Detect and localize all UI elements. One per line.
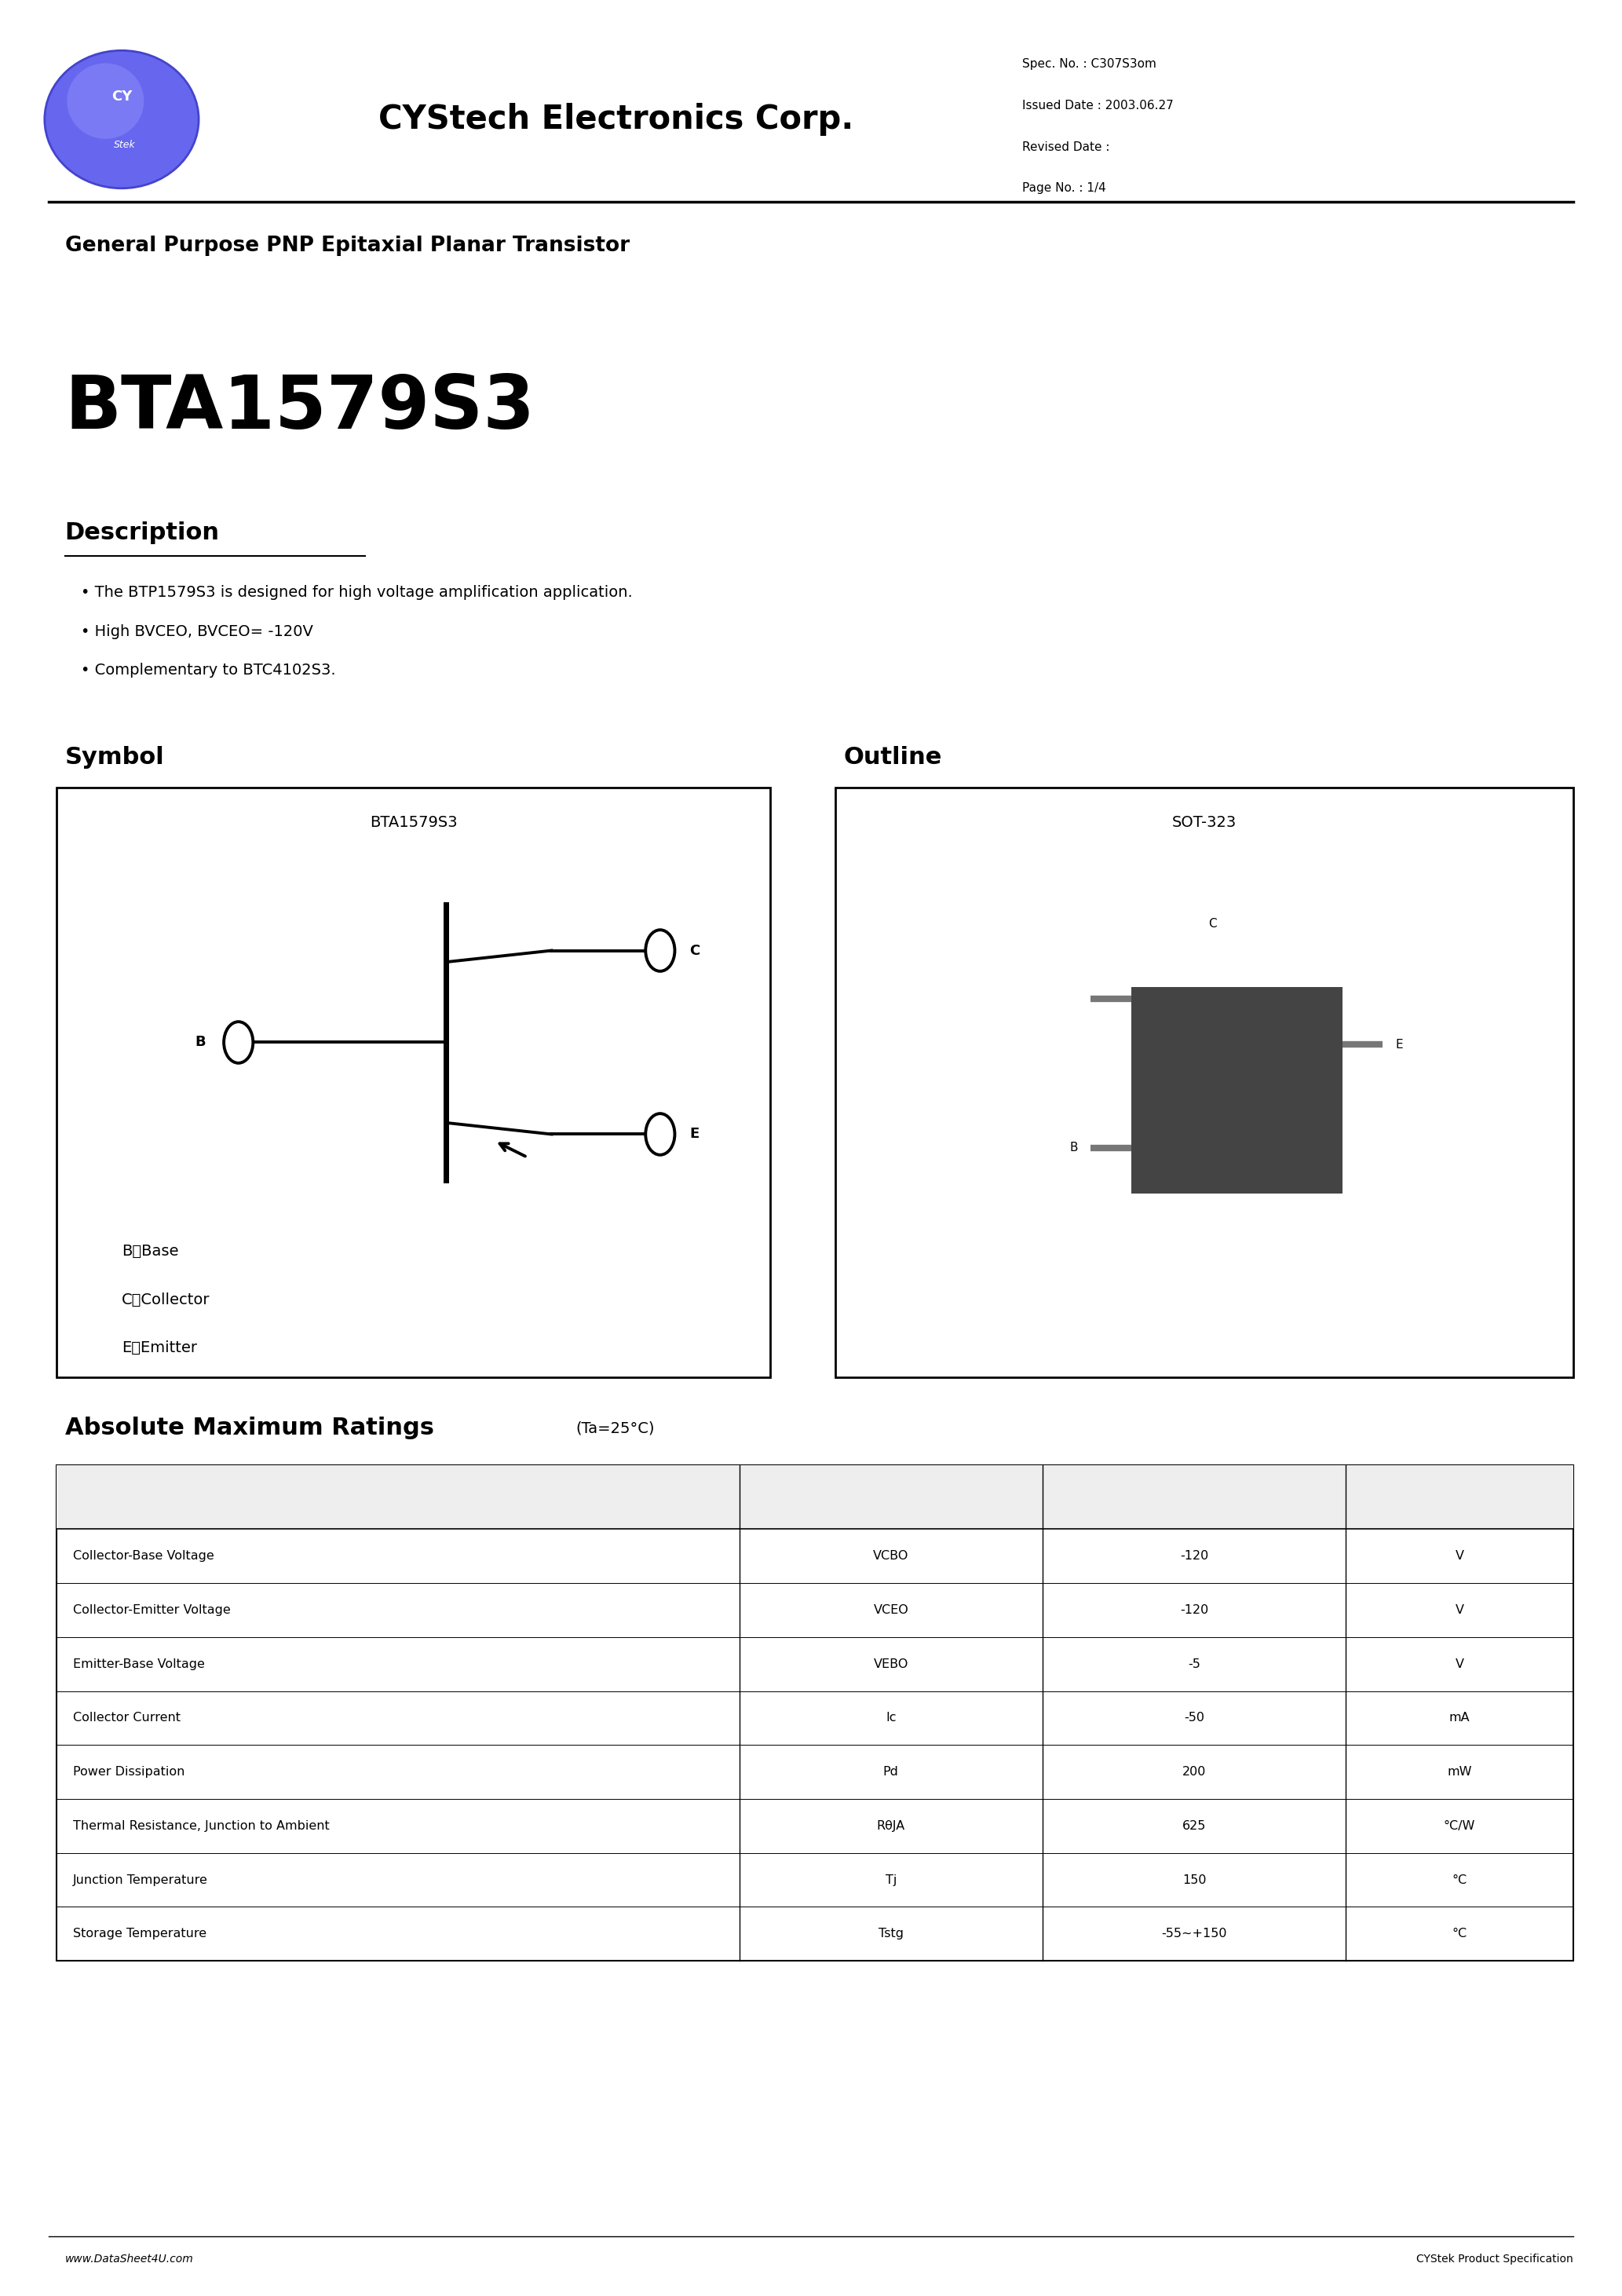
Text: -5: -5 — [1187, 1658, 1200, 1669]
Text: °C/W: °C/W — [1444, 1821, 1476, 1832]
Text: BTA1579S3: BTA1579S3 — [370, 815, 457, 829]
Text: Issued Date : 2003.06.27: Issued Date : 2003.06.27 — [1022, 99, 1173, 113]
FancyBboxPatch shape — [57, 788, 770, 1378]
Text: Emitter-Base Voltage: Emitter-Base Voltage — [73, 1658, 204, 1669]
Text: CYStech Electronics Corp.: CYStech Electronics Corp. — [380, 103, 853, 135]
Text: CY: CY — [112, 90, 131, 103]
Text: Description: Description — [65, 521, 219, 544]
Text: Limits: Limits — [1173, 1490, 1215, 1504]
Text: V: V — [1455, 1605, 1465, 1616]
Text: General Purpose PNP Epitaxial Planar Transistor: General Purpose PNP Epitaxial Planar Tra… — [65, 236, 629, 255]
Text: CYStek Product Specification: CYStek Product Specification — [1416, 2255, 1573, 2264]
Text: Collector-Base Voltage: Collector-Base Voltage — [73, 1550, 214, 1561]
Ellipse shape — [44, 51, 198, 188]
Text: C：Collector: C：Collector — [122, 1293, 209, 1306]
FancyArrowPatch shape — [500, 1143, 526, 1157]
Text: 150: 150 — [1182, 1874, 1207, 1885]
Text: °C: °C — [1452, 1874, 1468, 1885]
Text: Ic: Ic — [886, 1713, 897, 1724]
Text: E：Emitter: E：Emitter — [122, 1341, 196, 1355]
Text: B: B — [195, 1035, 206, 1049]
Text: Power Dissipation: Power Dissipation — [73, 1766, 185, 1777]
Text: V: V — [1455, 1658, 1465, 1669]
Text: SOT-323: SOT-323 — [1173, 815, 1236, 829]
Text: VEBO: VEBO — [874, 1658, 908, 1669]
Text: 625: 625 — [1182, 1821, 1207, 1832]
Text: °C: °C — [1452, 1929, 1468, 1940]
FancyBboxPatch shape — [57, 1465, 1573, 1961]
Text: Symbol: Symbol — [65, 746, 164, 769]
Text: www.DataSheet4U.com: www.DataSheet4U.com — [65, 2255, 193, 2264]
Text: • Complementary to BTC4102S3.: • Complementary to BTC4102S3. — [81, 664, 336, 677]
Circle shape — [646, 930, 675, 971]
Circle shape — [646, 1114, 675, 1155]
Text: C: C — [689, 944, 699, 957]
FancyBboxPatch shape — [57, 1465, 1573, 1529]
Text: Outline: Outline — [843, 746, 942, 769]
Text: Symbol: Symbol — [865, 1490, 916, 1504]
Text: Collector-Emitter Voltage: Collector-Emitter Voltage — [73, 1605, 230, 1616]
Text: Junction Temperature: Junction Temperature — [73, 1874, 208, 1885]
Text: Collector Current: Collector Current — [73, 1713, 180, 1724]
Text: Thermal Resistance, Junction to Ambient: Thermal Resistance, Junction to Ambient — [73, 1821, 329, 1832]
Text: mW: mW — [1447, 1766, 1471, 1777]
Text: Parameter: Parameter — [362, 1490, 435, 1504]
Text: Revised Date :: Revised Date : — [1022, 140, 1109, 154]
Text: 200: 200 — [1182, 1766, 1207, 1777]
Text: V: V — [1455, 1550, 1465, 1561]
Text: -50: -50 — [1184, 1713, 1205, 1724]
Text: -120: -120 — [1179, 1550, 1208, 1561]
Text: (Ta=25°C): (Ta=25°C) — [576, 1421, 655, 1435]
Text: Pd: Pd — [882, 1766, 899, 1777]
Text: Page No. : 1/4: Page No. : 1/4 — [1022, 181, 1106, 195]
Text: Absolute Maximum Ratings: Absolute Maximum Ratings — [65, 1417, 433, 1440]
Text: mA: mA — [1448, 1713, 1470, 1724]
Text: Storage Temperature: Storage Temperature — [73, 1929, 206, 1940]
Ellipse shape — [67, 62, 144, 138]
Text: -55~+150: -55~+150 — [1161, 1929, 1226, 1940]
Text: VCEO: VCEO — [873, 1605, 908, 1616]
Text: -120: -120 — [1179, 1605, 1208, 1616]
Text: • High BVCEO, BVCEO= -120V: • High BVCEO, BVCEO= -120V — [81, 625, 313, 638]
Text: Tstg: Tstg — [879, 1929, 903, 1940]
Text: E: E — [1395, 1038, 1403, 1052]
Text: • The BTP1579S3 is designed for high voltage amplification application.: • The BTP1579S3 is designed for high vol… — [81, 585, 633, 599]
Text: BTA1579S3: BTA1579S3 — [65, 372, 535, 445]
Text: E: E — [689, 1127, 699, 1141]
Text: Stek: Stek — [114, 140, 136, 149]
Text: C: C — [1208, 918, 1216, 930]
Text: Spec. No. : C307S3om: Spec. No. : C307S3om — [1022, 57, 1156, 71]
Text: Unit: Unit — [1445, 1490, 1474, 1504]
Text: RθJA: RθJA — [876, 1821, 905, 1832]
Text: Tj: Tj — [886, 1874, 897, 1885]
Text: VCBO: VCBO — [873, 1550, 908, 1561]
Text: B: B — [1069, 1141, 1077, 1155]
Circle shape — [224, 1022, 253, 1063]
FancyBboxPatch shape — [1132, 987, 1343, 1194]
Text: B：Base: B：Base — [122, 1244, 178, 1258]
FancyBboxPatch shape — [835, 788, 1573, 1378]
